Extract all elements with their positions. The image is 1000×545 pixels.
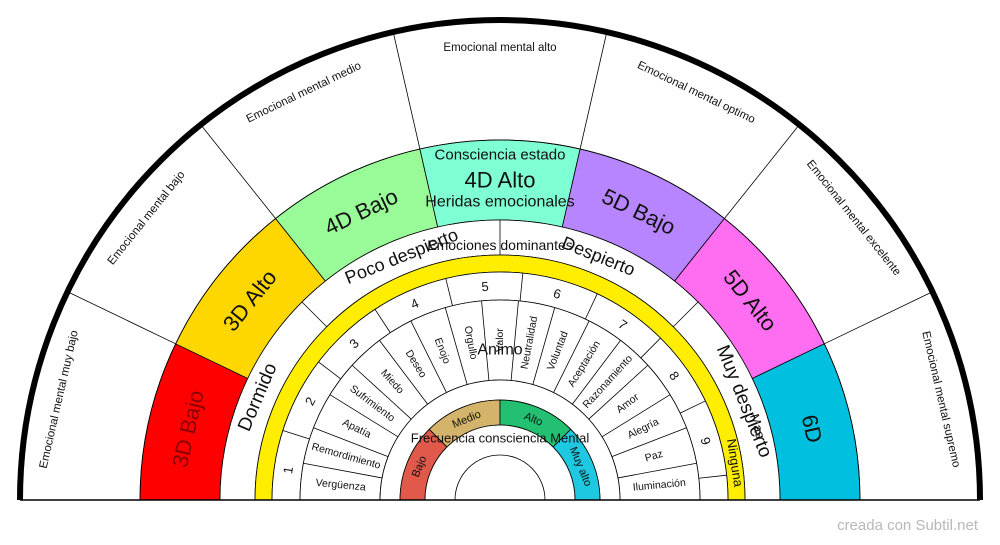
emocion-divider [611,427,687,458]
credit-text: creada con Subtil.net [837,517,978,534]
heridas-title: Heridas emocionales [425,194,574,211]
emocion-divider [313,427,389,458]
number-9: 9 [698,435,714,446]
emocion-divider [601,394,671,438]
consciencia-divider [301,301,328,328]
band-label: 6D [797,412,828,445]
number-divider [445,278,453,306]
number-6: 6 [552,286,563,302]
animo-title: Animo [477,342,522,359]
number-divider [698,474,727,479]
number-1: 1 [280,466,296,475]
outer-ring-background [22,22,978,501]
outer-divider [579,33,607,150]
number-5: 5 [481,279,489,294]
emocion-divider [329,394,399,438]
center-ring [424,424,576,501]
emocion-divider [444,307,468,385]
emociones-title: Emociones dominantes [427,237,573,253]
emocion-divider [410,320,447,393]
number-divider [519,273,524,302]
emocion-divider [588,364,649,420]
emocion-iluminación: Iluminación [632,477,686,494]
number-divider [584,293,598,320]
emocion-divider [351,364,412,420]
emocion-divider [553,320,590,393]
emocion-divider [481,300,490,381]
emocion-divider [510,300,519,381]
number-divider [282,430,310,440]
emocion-paz: Paz [644,448,665,464]
outer-divider [69,292,176,345]
number-divider [318,361,342,380]
outer-divider [824,292,931,345]
center-label: Frecuencia consciencia Mental [411,431,590,446]
band-label: 4D Alto [465,168,536,193]
consciencia-divider [672,301,699,328]
outer-label: Emocional mental alto [443,42,556,54]
emocion-divider [379,340,429,405]
emocion-divider [617,462,697,479]
number-divider [679,400,706,414]
number-divider [640,337,661,359]
emocion-divider [571,340,621,405]
side-label-mas: Mas [747,412,768,440]
consciencia-title: Consciencia estado [435,147,566,164]
bands-outer-arc [139,139,861,501]
number-divider [374,309,391,333]
emocion-divider [303,462,383,479]
outer-divider [393,33,421,150]
emocion-divider [532,307,556,385]
outer-border [17,17,983,501]
outer-divider [201,126,276,219]
emocion-valor: Valor [494,328,506,352]
outer-divider [724,126,799,219]
emocion-vergüenza: Vergüenza [315,477,366,494]
